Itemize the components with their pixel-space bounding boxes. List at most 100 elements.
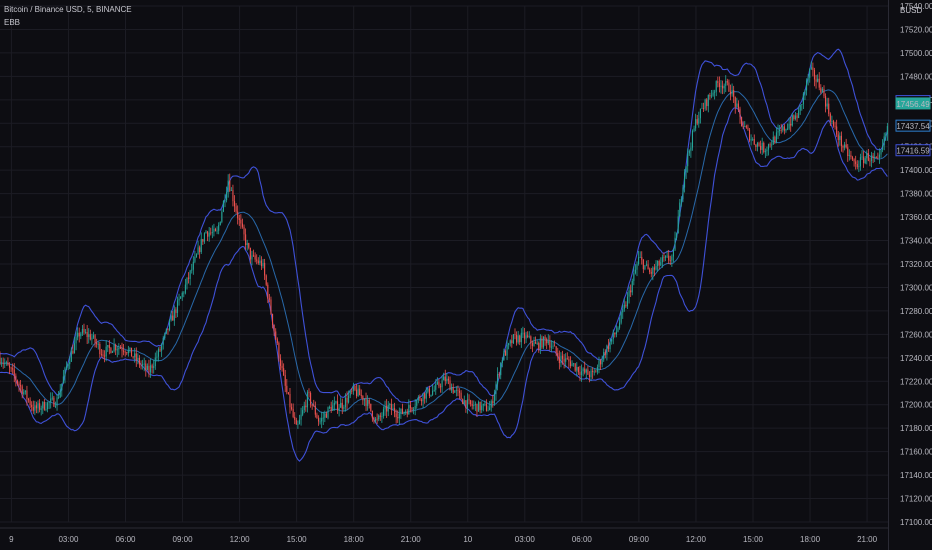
candle[interactable] [463,395,465,406]
candle[interactable] [593,368,595,376]
candle[interactable] [476,403,478,417]
candle[interactable] [652,266,654,281]
candle[interactable] [219,221,221,226]
candle[interactable] [397,410,399,423]
candle[interactable] [577,366,579,375]
candle[interactable] [58,391,60,400]
candle[interactable] [809,68,811,83]
candle[interactable] [316,412,318,419]
candle[interactable] [254,252,256,263]
candle[interactable] [712,89,714,97]
candle[interactable] [392,403,394,410]
candle[interactable] [238,214,240,226]
candle[interactable] [710,90,713,99]
candle[interactable] [226,186,228,203]
candle[interactable] [46,401,49,413]
candle[interactable] [731,83,733,97]
candle[interactable] [780,124,782,134]
candle[interactable] [793,114,795,121]
candle[interactable] [417,395,419,404]
candle[interactable] [96,338,98,348]
candle[interactable] [97,341,99,350]
candle[interactable] [1,357,3,367]
candle[interactable] [747,124,749,131]
candle[interactable] [579,365,581,381]
candle[interactable] [149,358,152,378]
candle[interactable] [37,400,39,414]
candle[interactable] [227,174,229,198]
candle[interactable] [181,291,183,301]
candle[interactable] [664,255,667,262]
candle[interactable] [820,84,822,95]
candle[interactable] [332,400,334,411]
candle[interactable] [121,342,123,358]
candle[interactable] [20,380,22,393]
candle[interactable] [523,327,526,344]
candle[interactable] [230,187,232,191]
candle[interactable] [482,403,484,412]
candle[interactable] [516,331,518,346]
candle[interactable] [782,125,784,133]
candle[interactable] [853,158,855,167]
candle[interactable] [276,337,278,345]
candle[interactable] [173,305,175,326]
candle[interactable] [840,131,842,152]
candle[interactable] [454,390,456,393]
candle[interactable] [398,407,400,425]
candle[interactable] [218,222,220,235]
candle[interactable] [801,104,803,111]
candle[interactable] [514,328,516,340]
candle[interactable] [660,257,662,267]
candle[interactable] [649,267,651,275]
candle[interactable] [83,323,85,335]
candle[interactable] [831,115,833,125]
candle[interactable] [191,263,193,274]
candle[interactable] [500,362,502,380]
candle[interactable] [233,195,236,213]
candle[interactable] [772,131,774,145]
candle[interactable] [35,401,37,414]
candle[interactable] [75,331,77,351]
candle[interactable] [72,344,74,355]
candle[interactable] [124,350,126,357]
candle[interactable] [306,390,308,413]
indicator-label[interactable]: EBB [4,18,21,27]
candle[interactable] [520,328,522,348]
candle[interactable] [821,87,823,93]
candle[interactable] [116,346,118,358]
candle[interactable] [183,291,185,298]
candle[interactable] [189,269,191,286]
candle[interactable] [12,363,14,375]
candle[interactable] [585,368,587,380]
candle[interactable] [582,367,584,377]
candle[interactable] [118,343,120,355]
candle[interactable] [531,340,533,353]
candle[interactable] [886,122,888,141]
candle[interactable] [458,388,461,400]
candle[interactable] [302,406,304,417]
candle[interactable] [810,61,812,70]
candle[interactable] [698,111,700,128]
candle[interactable] [512,334,514,345]
candle[interactable] [344,393,346,412]
candle[interactable] [249,247,251,264]
candle[interactable] [760,140,762,154]
candle[interactable] [498,372,500,379]
candle[interactable] [573,362,575,367]
candle[interactable] [758,141,760,147]
candle[interactable] [850,150,852,160]
candle[interactable] [764,148,766,158]
candle[interactable] [867,148,869,162]
candle[interactable] [39,399,41,413]
candle[interactable] [422,393,424,408]
candle[interactable] [142,359,144,370]
candle[interactable] [823,85,825,99]
candle[interactable] [691,129,694,151]
candle[interactable] [870,151,873,168]
candle[interactable] [598,356,600,374]
candle[interactable] [252,249,255,258]
candle[interactable] [561,350,564,365]
candle[interactable] [146,363,148,371]
candle[interactable] [574,363,576,372]
candle[interactable] [538,341,540,353]
